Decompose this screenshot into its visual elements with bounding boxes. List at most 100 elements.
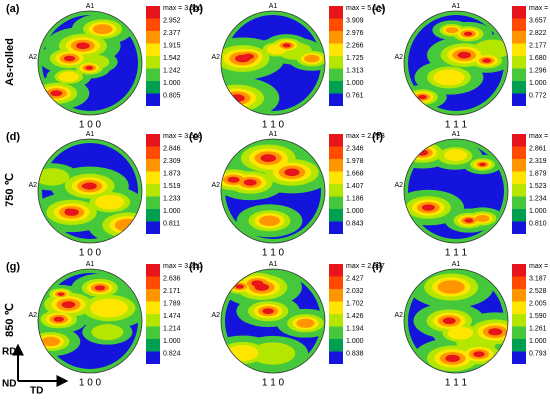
legend-swatch — [146, 209, 160, 222]
legend-level: 1.978 — [346, 158, 364, 165]
legend-level: 0.824 — [163, 350, 181, 357]
legend-swatch — [329, 93, 343, 106]
legend-max: max = 4.740 — [529, 5, 550, 12]
legend-level: 1.313 — [346, 67, 364, 74]
legend-level: 0.805 — [163, 92, 181, 99]
legend-level: 1.261 — [529, 325, 547, 332]
a1-label: A1 — [86, 3, 95, 10]
legend-swatch — [146, 56, 160, 69]
pole-label: 1 1 0 — [262, 378, 285, 389]
legend-level: 2.377 — [163, 30, 181, 37]
legend-swatch — [146, 184, 160, 197]
legend-level: 2.952 — [163, 17, 181, 24]
legend-swatch — [329, 326, 343, 339]
legend-swatch — [146, 81, 160, 94]
a2-label: A2 — [211, 312, 220, 319]
legend-swatch — [329, 314, 343, 327]
legend-max: max = 4.019 — [529, 263, 550, 270]
legend-swatch — [329, 276, 343, 289]
legend-swatch — [146, 196, 160, 209]
a2-label: A2 — [394, 54, 403, 61]
legend-level: 1.426 — [346, 313, 364, 320]
legend-swatch — [512, 56, 526, 69]
legend-swatch — [329, 289, 343, 302]
legend-swatch — [329, 209, 343, 222]
legend-level: 1.234 — [529, 195, 547, 202]
legend-swatch — [329, 6, 343, 19]
axes-indicator: RD ND TD — [2, 343, 69, 397]
legend-swatch — [146, 134, 160, 147]
pole-figure-panel: (d) A1 A2 1 0 0 max = 3.508 2.846 2.309 1.873 1.… — [6, 131, 202, 259]
legend-level: 1.000 — [163, 208, 181, 215]
legend-swatch — [146, 93, 160, 106]
legend-level: 2.346 — [346, 145, 364, 152]
legend-level: 1.000 — [529, 208, 547, 215]
legend-swatch — [512, 171, 526, 184]
legend-swatch — [146, 68, 160, 81]
legend-level: 1.000 — [163, 338, 181, 345]
legend-level: 3.657 — [529, 17, 547, 24]
legend-level: 1.523 — [529, 183, 547, 190]
pole-figure-panel: (f) A1 A2 1 1 1 max = 3.531 2.861 2.319 1.879 1.… — [372, 131, 550, 259]
legend-swatch — [329, 351, 343, 364]
legend-level: 1.233 — [163, 195, 181, 202]
pole-figure-panel: (a) A1 A2 1 0 0 max = 3.666 2.952 2.377 1.915 1.… — [6, 3, 202, 131]
pole-label: 1 0 0 — [79, 248, 102, 259]
legend-swatch — [512, 6, 526, 19]
legend-swatch — [512, 31, 526, 44]
legend-level: 1.668 — [346, 170, 364, 177]
panel-label: (b) — [189, 3, 203, 15]
pole-label: 1 1 1 — [445, 378, 468, 389]
pole-figure — [221, 139, 325, 243]
legend-swatch — [512, 93, 526, 106]
a1-label: A1 — [86, 131, 95, 138]
legend-level: 0.811 — [163, 220, 180, 227]
a1-label: A1 — [452, 3, 461, 10]
pole-label: 1 1 1 — [445, 120, 468, 131]
legend-swatch — [512, 146, 526, 159]
legend-level: 2.032 — [346, 288, 364, 295]
panel-label: (e) — [189, 131, 203, 143]
legend-level: 1.590 — [529, 313, 547, 320]
legend-level: 0.793 — [529, 350, 547, 357]
legend-swatch — [329, 81, 343, 94]
a1-label: A1 — [86, 261, 95, 268]
legend-level: 1.680 — [529, 55, 547, 62]
pole-label: 1 1 1 — [445, 248, 468, 259]
legend-level: 2.976 — [346, 30, 364, 37]
legend-swatch — [512, 289, 526, 302]
a2-label: A2 — [211, 54, 220, 61]
a2-label: A2 — [28, 54, 37, 61]
legend-max: max = 2.897 — [346, 263, 385, 270]
legend-swatch — [329, 264, 343, 277]
a2-label: A2 — [394, 312, 403, 319]
legend-level: 2.171 — [163, 288, 181, 295]
legend-level: 2.636 — [163, 275, 181, 282]
legend-swatch — [329, 43, 343, 56]
legend-level: 0.843 — [346, 220, 364, 227]
legend-level: 0.810 — [529, 220, 547, 227]
legend-swatch — [146, 171, 160, 184]
legend-swatch — [329, 134, 343, 147]
legend-swatch — [512, 184, 526, 197]
legend-swatch — [146, 31, 160, 44]
a2-label: A2 — [394, 182, 403, 189]
legend-swatch — [512, 326, 526, 339]
legend-level: 3.909 — [346, 17, 364, 24]
a1-label: A1 — [269, 261, 278, 268]
pole-label: 1 0 0 — [79, 378, 102, 389]
pole-figure-panel: (e) A1 A2 1 1 0 max = 2.783 2.346 1.978 1.668 1.… — [189, 131, 385, 259]
legend-level: 3.187 — [529, 275, 547, 282]
legend-level: 1.407 — [346, 183, 364, 190]
panel-label: (i) — [372, 261, 383, 273]
legend-level: 1.000 — [529, 80, 547, 87]
pole-figure — [404, 11, 508, 115]
a1-label: A1 — [452, 131, 461, 138]
panel-label: (d) — [6, 131, 20, 143]
legend-swatch — [146, 339, 160, 352]
pole-figure-panel: (g) A1 A2 1 0 0 max = 3.200 2.636 2.171 1.789 1.… — [6, 261, 202, 389]
panel-label: (h) — [189, 261, 203, 273]
panel-label: (f) — [372, 131, 383, 143]
pole-label: 1 1 0 — [262, 248, 285, 259]
